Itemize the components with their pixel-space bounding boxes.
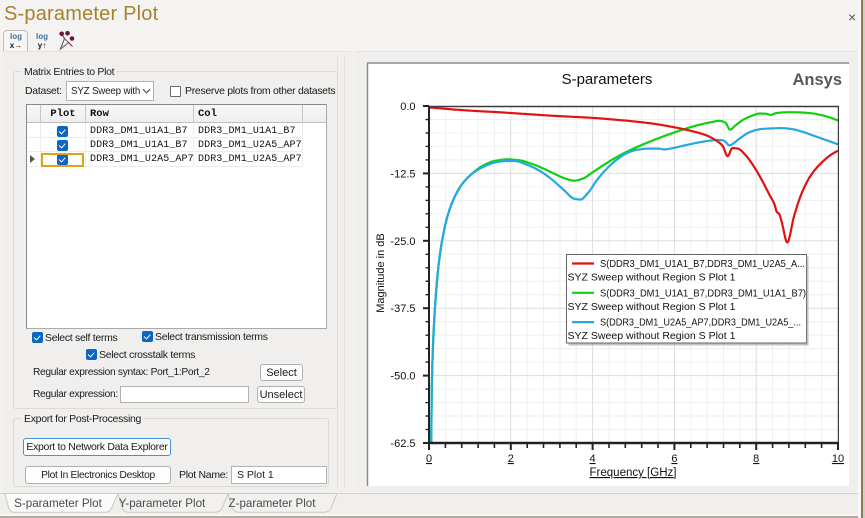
svg-text:S(DDR3_DM1_U1A1_B7,DDR3_DM1_U1: S(DDR3_DM1_U1A1_B7,DDR3_DM1_U1A1_B7): [600, 288, 806, 299]
svg-text:-25.0: -25.0: [390, 236, 415, 248]
svg-text:Y-parameter Plot: Y-parameter Plot: [119, 497, 206, 510]
svg-text:Ansys: Ansys: [792, 71, 842, 89]
svg-text:6: 6: [671, 453, 677, 465]
svg-text:4: 4: [590, 453, 596, 465]
svg-text:SYZ Sweep without Region S Plo: SYZ Sweep without Region S Plot 1: [568, 331, 736, 342]
svg-text:2: 2: [508, 453, 514, 465]
svg-text:-62.5: -62.5: [390, 438, 415, 450]
svg-text:S-parameter Plot: S-parameter Plot: [14, 497, 102, 510]
svg-text:S-parameters: S-parameters: [562, 71, 653, 88]
svg-text:S(DDR3_DM1_U1A1_B7,DDR3_DM1_U2: S(DDR3_DM1_U1A1_B7,DDR3_DM1_U2A5_A...: [600, 259, 805, 270]
svg-text:SYZ Sweep without Region S Plo: SYZ Sweep without Region S Plot 1: [568, 273, 736, 284]
svg-text:-37.5: -37.5: [390, 303, 415, 315]
svg-text:Z-parameter Plot: Z-parameter Plot: [229, 497, 317, 510]
svg-text:-12.5: -12.5: [390, 168, 415, 180]
svg-text:Magnitude in dB: Magnitude in dB: [375, 233, 387, 313]
svg-text:Frequency [GHz]: Frequency [GHz]: [590, 467, 677, 479]
svg-text:0.0: 0.0: [400, 101, 415, 113]
svg-text:SYZ Sweep without Region S Plo: SYZ Sweep without Region S Plot 1: [568, 302, 736, 313]
svg-text:8: 8: [753, 453, 759, 465]
svg-text:-50.0: -50.0: [390, 371, 415, 383]
svg-text:10: 10: [832, 453, 844, 465]
svg-text:S(DDR3_DM1_U2A5_AP7,DDR3_DM1_U: S(DDR3_DM1_U2A5_AP7,DDR3_DM1_U2A5_...: [600, 318, 801, 329]
svg-text:0: 0: [426, 453, 432, 465]
